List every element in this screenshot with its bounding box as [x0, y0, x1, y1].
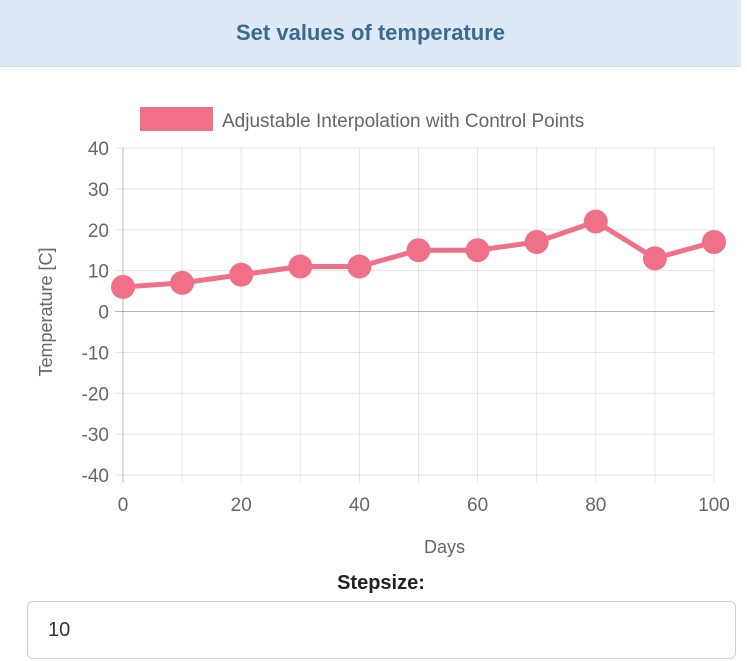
- y-tick-label: -10: [82, 343, 109, 364]
- control-point[interactable]: [229, 262, 254, 287]
- y-axis-title: Temperature [C]: [36, 247, 56, 376]
- control-point[interactable]: [642, 246, 667, 271]
- y-tick-label: -40: [82, 466, 109, 487]
- stepsize-label: Stepsize:: [337, 572, 425, 594]
- control-point[interactable]: [702, 230, 726, 255]
- x-tick-label: 20: [231, 495, 252, 516]
- control-point[interactable]: [347, 254, 372, 279]
- y-tick-label: 10: [88, 262, 109, 283]
- y-tick-label: 0: [98, 303, 109, 324]
- control-point[interactable]: [465, 238, 490, 263]
- y-tick-label: 20: [88, 221, 109, 242]
- x-tick-label: 100: [698, 495, 730, 516]
- legend-label: Adjustable Interpolation with Control Po…: [222, 111, 584, 132]
- page-header: Set values of temperature: [0, 0, 741, 67]
- y-tick-label: 40: [88, 139, 109, 160]
- y-tick-label: -30: [82, 425, 109, 446]
- control-point[interactable]: [288, 254, 313, 279]
- x-tick-label: 0: [118, 495, 129, 516]
- y-tick-label: -20: [82, 384, 109, 405]
- control-point[interactable]: [524, 230, 549, 255]
- control-point[interactable]: [170, 270, 195, 295]
- x-axis-title: Days: [424, 537, 465, 557]
- stepsize-input[interactable]: [27, 601, 736, 659]
- control-point[interactable]: [111, 274, 135, 299]
- y-tick-label: 30: [88, 180, 109, 201]
- control-point[interactable]: [406, 238, 431, 263]
- x-tick-label: 80: [585, 495, 606, 516]
- x-tick-label: 60: [467, 495, 488, 516]
- x-tick-label: 40: [349, 495, 370, 516]
- legend-swatch: [140, 107, 213, 131]
- page-title: Set values of temperature: [236, 20, 505, 45]
- control-point[interactable]: [583, 209, 608, 234]
